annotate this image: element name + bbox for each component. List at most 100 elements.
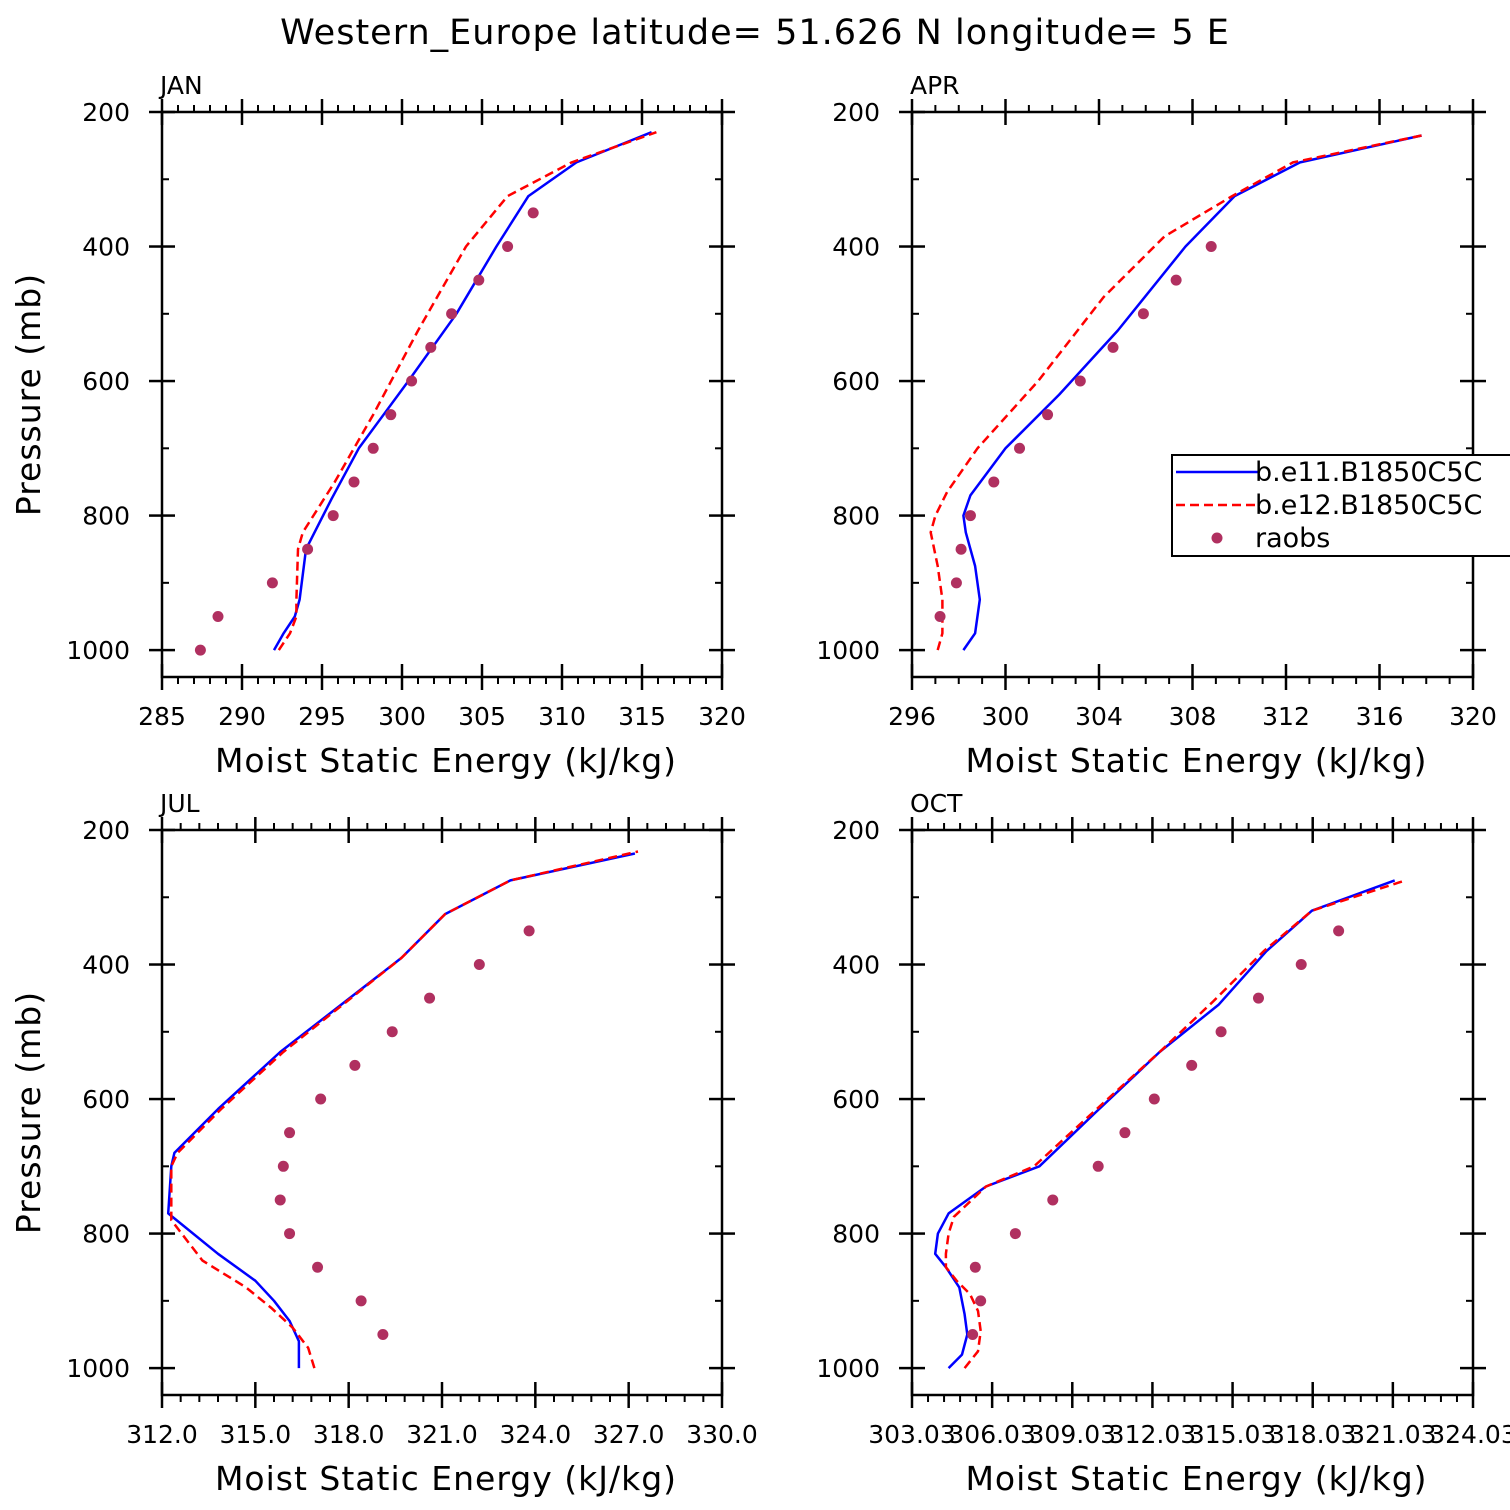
x-tick-label: 320 xyxy=(698,702,746,731)
y-tick-label: 1000 xyxy=(66,636,130,665)
data-area-jul xyxy=(166,850,639,1369)
panel-label-apr: APR xyxy=(910,71,960,100)
data-point-raobs xyxy=(1014,442,1026,454)
data-point-raobs xyxy=(312,1261,324,1273)
data-point-raobs xyxy=(502,241,514,253)
data-point-raobs xyxy=(277,1160,289,1172)
plot-frame-jan xyxy=(160,110,724,679)
data-point-raobs xyxy=(523,925,535,937)
y-tick-label: 600 xyxy=(832,1085,880,1114)
y-tick-label: 800 xyxy=(82,502,130,531)
x-tick-label: 309.03 xyxy=(1029,1420,1116,1449)
data-point-raobs xyxy=(424,992,436,1004)
x-axis-label: Moist Static Energy (kJ/kg) xyxy=(215,1459,677,1498)
series-line-b-e11-b1850c5cn xyxy=(933,879,1396,1369)
data-point-raobs xyxy=(969,1261,981,1273)
data-point-raobs xyxy=(473,959,485,971)
panel-label-jul: JUL xyxy=(158,789,200,818)
data-point-raobs xyxy=(527,207,539,219)
x-tick-label: 315 xyxy=(618,702,666,731)
x-tick-label: 303.03 xyxy=(868,1420,955,1449)
x-axis-label: Moist Static Energy (kJ/kg) xyxy=(965,741,1427,780)
data-area-apr xyxy=(929,134,1422,651)
figure-title: Western_Europe latitude= 51.626 N longit… xyxy=(280,13,1230,53)
x-tick-label: 304 xyxy=(1075,702,1123,731)
data-point-raobs xyxy=(1119,1127,1131,1139)
series-line-b-e12-b1850c5cn xyxy=(944,879,1406,1369)
legend-entry-label: b.e11.B1850C5C xyxy=(1255,457,1482,488)
panel-jul: JUL 312.0 315.0 318.0 321.0 324.0 327.0 330.0 20… xyxy=(9,789,758,1498)
panel-label-oct: OCT xyxy=(910,789,963,818)
x-tick-label: 312.0 xyxy=(126,1420,198,1449)
x-tick-label: 324.03 xyxy=(1429,1420,1510,1449)
data-point-raobs xyxy=(1148,1093,1160,1105)
y-tick-label: 1000 xyxy=(816,636,880,665)
x-tick-label: 308 xyxy=(1169,702,1217,731)
y-tick-label: 200 xyxy=(832,98,880,127)
data-point-raobs xyxy=(1092,1160,1104,1172)
x-tick-label: 316 xyxy=(1356,702,1404,731)
x-tick-label: 315.0 xyxy=(220,1420,292,1449)
legend-entry-label: b.e12.B1850C5C xyxy=(1255,490,1482,521)
data-point-raobs xyxy=(975,1295,987,1307)
legend-entry-label: raobs xyxy=(1255,523,1330,554)
data-point-raobs xyxy=(385,409,397,421)
y-tick-label: 800 xyxy=(832,1220,880,1249)
panel-label-jan: JAN xyxy=(158,71,203,100)
data-point-raobs xyxy=(967,1328,979,1340)
data-point-raobs xyxy=(194,644,206,656)
data-point-raobs xyxy=(964,510,976,522)
data-point-raobs xyxy=(1205,241,1217,253)
data-point-raobs xyxy=(1333,925,1345,937)
series-line-b-e12-b1850c5cn xyxy=(277,131,657,651)
data-point-raobs xyxy=(348,476,360,488)
data-point-raobs xyxy=(988,476,1000,488)
data-point-raobs xyxy=(315,1093,327,1105)
panels: JAN 285 290 295 300 305 310 315 320 200 400 600 800 1… xyxy=(9,71,1510,1498)
x-tick-label: 295 xyxy=(298,702,346,731)
data-area-oct xyxy=(933,879,1406,1369)
data-point-raobs xyxy=(349,1059,361,1071)
data-point-raobs xyxy=(212,610,224,622)
data-point-raobs xyxy=(955,543,967,555)
x-tick-label: 290 xyxy=(218,702,266,731)
x-tick-label: 321.0 xyxy=(406,1420,478,1449)
x-tick-label: 312.03 xyxy=(1109,1420,1196,1449)
data-point-raobs xyxy=(284,1228,296,1240)
panel-oct: OCT303.03306.03309.03312.03315.03318.033… xyxy=(816,789,1510,1498)
y-tick-label: 1000 xyxy=(66,1354,130,1383)
data-point-raobs xyxy=(274,1194,286,1206)
data-point-raobs xyxy=(950,577,962,589)
x-tick-label: 285 xyxy=(138,702,186,731)
x-axis-label: Moist Static Energy (kJ/kg) xyxy=(965,1459,1427,1498)
data-point-raobs xyxy=(386,1026,398,1038)
x-tick-label: 324.0 xyxy=(500,1420,572,1449)
panel-apr: APR 296 300 304 308 312 316 320 200 400 600 800 1000… xyxy=(816,71,1510,780)
x-tick-label: 320 xyxy=(1449,702,1497,731)
y-tick-label: 200 xyxy=(82,816,130,845)
data-point-raobs xyxy=(1295,959,1307,971)
panel-jan: JAN 285 290 295 300 305 310 315 320 200 400 600 800 1… xyxy=(9,71,746,780)
data-point-raobs xyxy=(355,1295,367,1307)
series-line-b-e12-b1850c5cn xyxy=(170,850,639,1369)
x-tick-label: 300 xyxy=(378,702,426,731)
x-tick-label: 321.03 xyxy=(1349,1420,1436,1449)
data-point-raobs xyxy=(1186,1059,1198,1071)
y-tick-label: 800 xyxy=(832,502,880,531)
data-point-raobs xyxy=(425,341,437,353)
data-point-raobs xyxy=(934,610,946,622)
data-point-raobs xyxy=(473,274,485,286)
legend-marker xyxy=(1211,532,1223,544)
data-point-raobs xyxy=(1074,375,1086,387)
y-axis-label: Pressure (mb) xyxy=(9,273,48,516)
data-point-raobs xyxy=(1047,1194,1059,1206)
y-tick-label: 600 xyxy=(832,367,880,396)
data-point-raobs xyxy=(1042,409,1054,421)
data-point-raobs xyxy=(327,510,339,522)
x-tick-label: 327.0 xyxy=(593,1420,665,1449)
x-tick-label: 315.03 xyxy=(1189,1420,1276,1449)
data-point-raobs xyxy=(1107,341,1119,353)
x-tick-label: 305 xyxy=(458,702,506,731)
data-area-jan xyxy=(194,131,657,656)
